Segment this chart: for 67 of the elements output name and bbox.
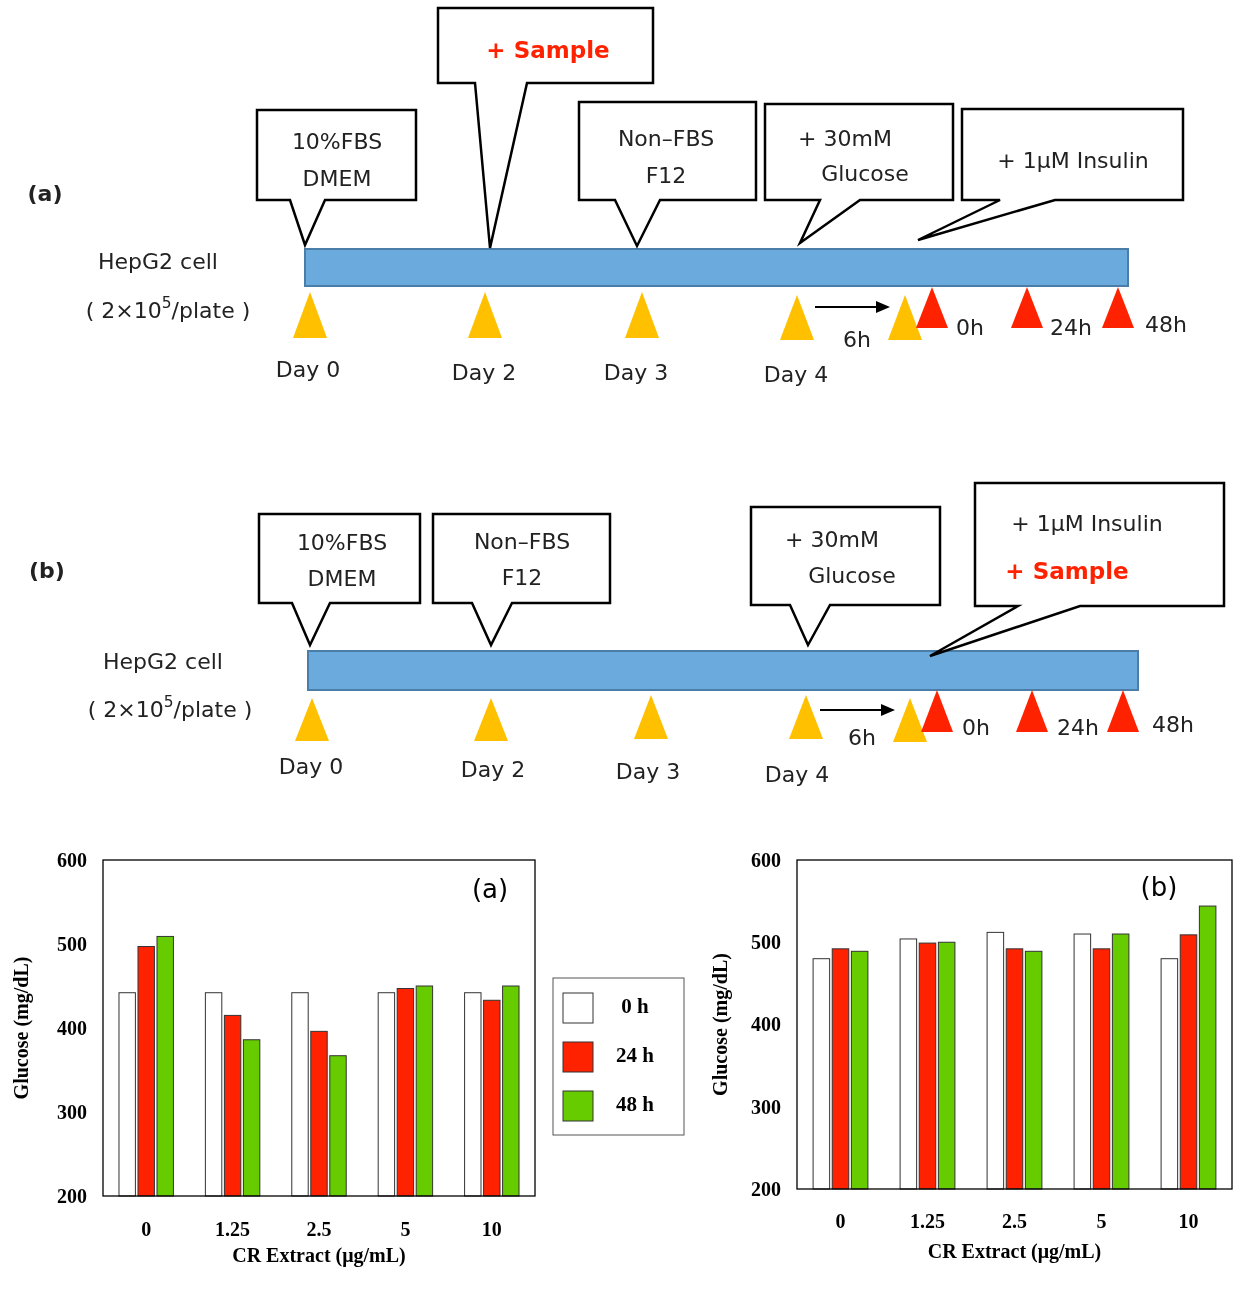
x-tick-label: 0 xyxy=(141,1218,152,1241)
text: 6h xyxy=(843,327,871,352)
text: Day 3 xyxy=(603,360,669,385)
text: Non–FBS xyxy=(617,126,715,151)
x-tick-label: 0 xyxy=(835,1210,846,1233)
y-tick-label: 300 xyxy=(751,1095,781,1118)
text: + Sample xyxy=(1005,557,1129,584)
legend-label: 24 h xyxy=(616,1042,655,1067)
text: Glucose xyxy=(808,563,896,588)
legend-label: 0 h xyxy=(621,993,650,1018)
text: 0h xyxy=(956,315,984,340)
annotation: (b) xyxy=(1140,872,1178,902)
y-axis-title: Glucose (mg/dL) xyxy=(709,953,732,1096)
x-axis-title: CR Extract (μg/mL) xyxy=(232,1244,406,1267)
y-tick-label: 500 xyxy=(57,932,87,955)
text: 6h xyxy=(848,725,876,750)
text: 24h xyxy=(1057,715,1099,740)
text: Glucose xyxy=(821,161,909,186)
text: 48h xyxy=(1145,312,1187,337)
x-tick-label: 2.5 xyxy=(306,1218,332,1241)
y-tick-label: 300 xyxy=(57,1100,87,1123)
text: Day 2 xyxy=(460,757,526,782)
text: ( 2×10$^{5}$/plate ) xyxy=(87,692,253,722)
y-axis-title: Glucose (mg/dL) xyxy=(10,956,33,1100)
y-tick-label: 600 xyxy=(751,848,781,871)
text: DMEM xyxy=(302,166,372,191)
x-tick-label: 10 xyxy=(481,1218,502,1241)
x-tick-label: 5 xyxy=(1096,1210,1107,1233)
y-tick-label: 200 xyxy=(751,1177,781,1200)
x-axis-title: CR Extract (μg/mL) xyxy=(927,1240,1102,1263)
text: Day 3 xyxy=(615,759,681,784)
x-tick-label: 2.5 xyxy=(1002,1210,1027,1233)
x-tick-label: 1.25 xyxy=(215,1218,251,1241)
text: 10%FBS xyxy=(296,530,388,555)
text: 10%FBS xyxy=(291,129,383,154)
text: Non–FBS xyxy=(473,529,571,554)
y-tick-label: 400 xyxy=(57,1016,87,1039)
text: + Sample xyxy=(486,36,610,63)
x-tick-label: 5 xyxy=(400,1218,411,1241)
legend-label: 48 h xyxy=(616,1091,655,1116)
text: (a) xyxy=(27,181,63,206)
text: + 1μM Insulin xyxy=(1011,511,1163,536)
text: DMEM xyxy=(307,566,377,591)
y-tick-label: 500 xyxy=(751,931,781,954)
text: 0h xyxy=(962,715,990,740)
text: + 1μM Insulin xyxy=(997,148,1149,173)
text: Day 4 xyxy=(763,362,829,387)
text: F12 xyxy=(645,163,687,188)
text: F12 xyxy=(501,565,543,590)
text: + 30mM xyxy=(785,527,879,552)
text: Day 0 xyxy=(275,357,341,382)
y-tick-label: 600 xyxy=(57,848,87,871)
x-tick-label: 1.25 xyxy=(910,1210,945,1233)
text: Day 0 xyxy=(278,754,344,779)
text: 24h xyxy=(1050,315,1092,340)
text: + 30mM xyxy=(798,126,892,151)
text: Day 4 xyxy=(764,762,830,787)
y-tick-label: 200 xyxy=(57,1184,87,1207)
text: HepG2 cell xyxy=(98,249,218,274)
y-tick-label: 400 xyxy=(751,1013,781,1036)
text: 48h xyxy=(1152,712,1194,737)
text: ( 2×10$^{5}$/plate ) xyxy=(85,293,251,323)
text: HepG2 cell xyxy=(103,649,223,674)
x-tick-label: 10 xyxy=(1178,1210,1199,1233)
text: (b) xyxy=(29,558,65,583)
annotation: (a) xyxy=(471,874,509,904)
text: Day 2 xyxy=(451,360,517,385)
